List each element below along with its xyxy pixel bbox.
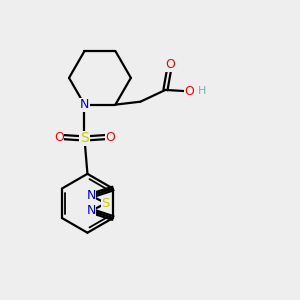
Text: S: S: [102, 197, 110, 210]
Text: N: N: [86, 189, 96, 202]
Text: S: S: [80, 131, 89, 146]
Text: O: O: [185, 85, 194, 98]
Text: O: O: [54, 130, 64, 143]
Text: O: O: [105, 130, 115, 143]
Text: N: N: [86, 204, 96, 218]
Text: N: N: [80, 98, 89, 111]
Text: O: O: [165, 58, 175, 71]
Text: H: H: [198, 86, 206, 96]
